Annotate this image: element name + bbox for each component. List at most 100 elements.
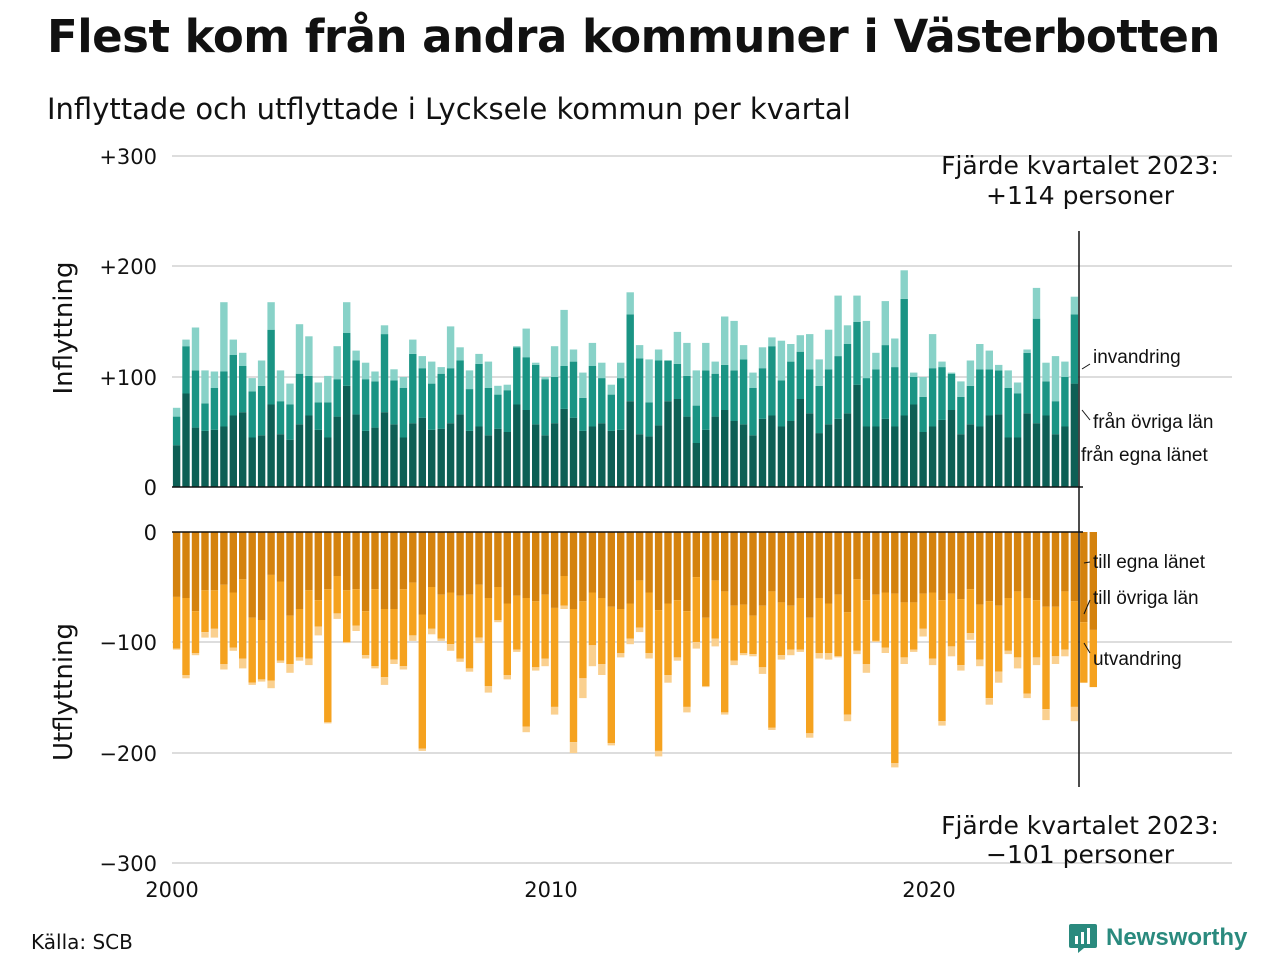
bar-in-2 (617, 378, 625, 430)
bar-in-2 (191, 370, 200, 428)
bar-out-3 (494, 620, 502, 623)
bar-in-2 (588, 366, 597, 427)
bar-out-1 (1023, 532, 1031, 598)
bar-in-1 (286, 439, 294, 487)
brand-logo[interactable]: Newsworthy (1068, 922, 1247, 954)
bar-out-3 (172, 648, 181, 650)
bar-out-2 (617, 609, 625, 653)
bar-out-2 (1070, 601, 1079, 707)
bar-out-1 (739, 532, 748, 605)
bar-in-2 (503, 390, 511, 432)
bar-out-3 (957, 665, 965, 671)
bar-in-1 (276, 434, 285, 487)
bar-in-3 (532, 362, 540, 365)
bar-in-2 (182, 346, 190, 394)
bar-in-3 (579, 372, 587, 398)
bar-in-3 (541, 377, 549, 380)
bar-in-1 (352, 414, 360, 487)
label-leader (1081, 409, 1091, 421)
bar-out-3 (191, 653, 200, 656)
bar-out-2 (881, 592, 889, 648)
bar-out-3 (976, 659, 984, 667)
bar-in-3 (588, 342, 597, 366)
bar-in-2 (872, 369, 880, 427)
bar-out-1 (1089, 532, 1097, 630)
bar-out-3 (617, 653, 625, 658)
bar-in-1 (806, 413, 814, 487)
bar-out-1 (513, 532, 521, 596)
bar-in-1 (598, 423, 606, 487)
bar-in-2 (418, 368, 426, 418)
bar-in-2 (995, 370, 1003, 415)
bar-out-1 (910, 532, 918, 603)
bar-out-1 (598, 532, 606, 598)
bar-out-3 (824, 653, 833, 660)
bar-in-2 (437, 373, 445, 429)
bar-out-2 (928, 592, 937, 659)
bar-in-1 (938, 419, 946, 487)
bar-in-3 (550, 346, 559, 377)
bar-in-3 (305, 336, 313, 376)
y-tick-label: +200 (99, 255, 157, 279)
bar-out-2 (324, 589, 332, 723)
bar-out-1 (683, 532, 691, 612)
bar-in-2 (324, 402, 332, 438)
bar-in-2 (919, 396, 927, 432)
bar-in-3 (834, 295, 842, 357)
bar-out-2 (276, 581, 285, 661)
bar-out-3 (248, 682, 256, 685)
bar-out-3 (541, 658, 549, 667)
bar-out-2 (380, 609, 389, 678)
bar-out-2 (1042, 606, 1050, 710)
bar-out-1 (985, 532, 993, 602)
bar-in-1 (692, 443, 700, 487)
bar-out-3 (806, 733, 814, 738)
bar-out-1 (191, 532, 200, 612)
bars (172, 270, 1097, 768)
bar-in-2 (787, 361, 795, 421)
bar-in-1 (928, 426, 937, 487)
bar-out-2 (201, 590, 209, 633)
bar-out-1 (314, 532, 322, 601)
bar-in-3 (872, 352, 880, 370)
bar-out-3 (626, 638, 634, 645)
bar-out-2 (598, 598, 606, 664)
bar-out-2 (815, 598, 823, 653)
bar-out-1 (787, 532, 795, 606)
bar-in-3 (985, 350, 993, 370)
bar-in-1 (588, 426, 597, 487)
bar-in-2 (758, 368, 767, 419)
bar-in-1 (399, 437, 408, 487)
bar-out-3 (966, 633, 975, 640)
bar-out-3 (456, 658, 464, 662)
bar-out-2 (673, 600, 682, 658)
bar-out-2 (806, 617, 814, 734)
bar-in-3 (598, 362, 606, 379)
bar-in-3 (976, 344, 984, 370)
bar-out-2 (1004, 598, 1012, 651)
bar-out-1 (749, 532, 757, 616)
bar-out-2 (361, 611, 370, 656)
bar-out-1 (588, 532, 597, 593)
bar-out-3 (333, 613, 341, 619)
bar-in-2 (560, 366, 568, 409)
bar-out-1 (1061, 532, 1069, 592)
bar-out-1 (853, 532, 861, 580)
bar-in-1 (191, 427, 200, 487)
bar-out-2 (985, 601, 993, 699)
bar-out-2 (210, 590, 219, 629)
x-tick-label: 2000 (145, 878, 198, 902)
bar-out-3 (730, 660, 738, 666)
bar-out-2 (305, 590, 313, 659)
bar-out-3 (758, 667, 767, 674)
bar-in-3 (862, 320, 871, 379)
bar-out-2 (834, 594, 842, 657)
bar-in-2 (683, 375, 691, 417)
bar-in-2 (957, 396, 965, 435)
bar-out-3 (635, 627, 644, 633)
bar-in-3 (276, 370, 285, 402)
bar-out-2 (220, 584, 228, 664)
bar-out-2 (626, 603, 634, 639)
bar-in-1 (824, 424, 833, 487)
bar-out-1 (305, 532, 313, 591)
